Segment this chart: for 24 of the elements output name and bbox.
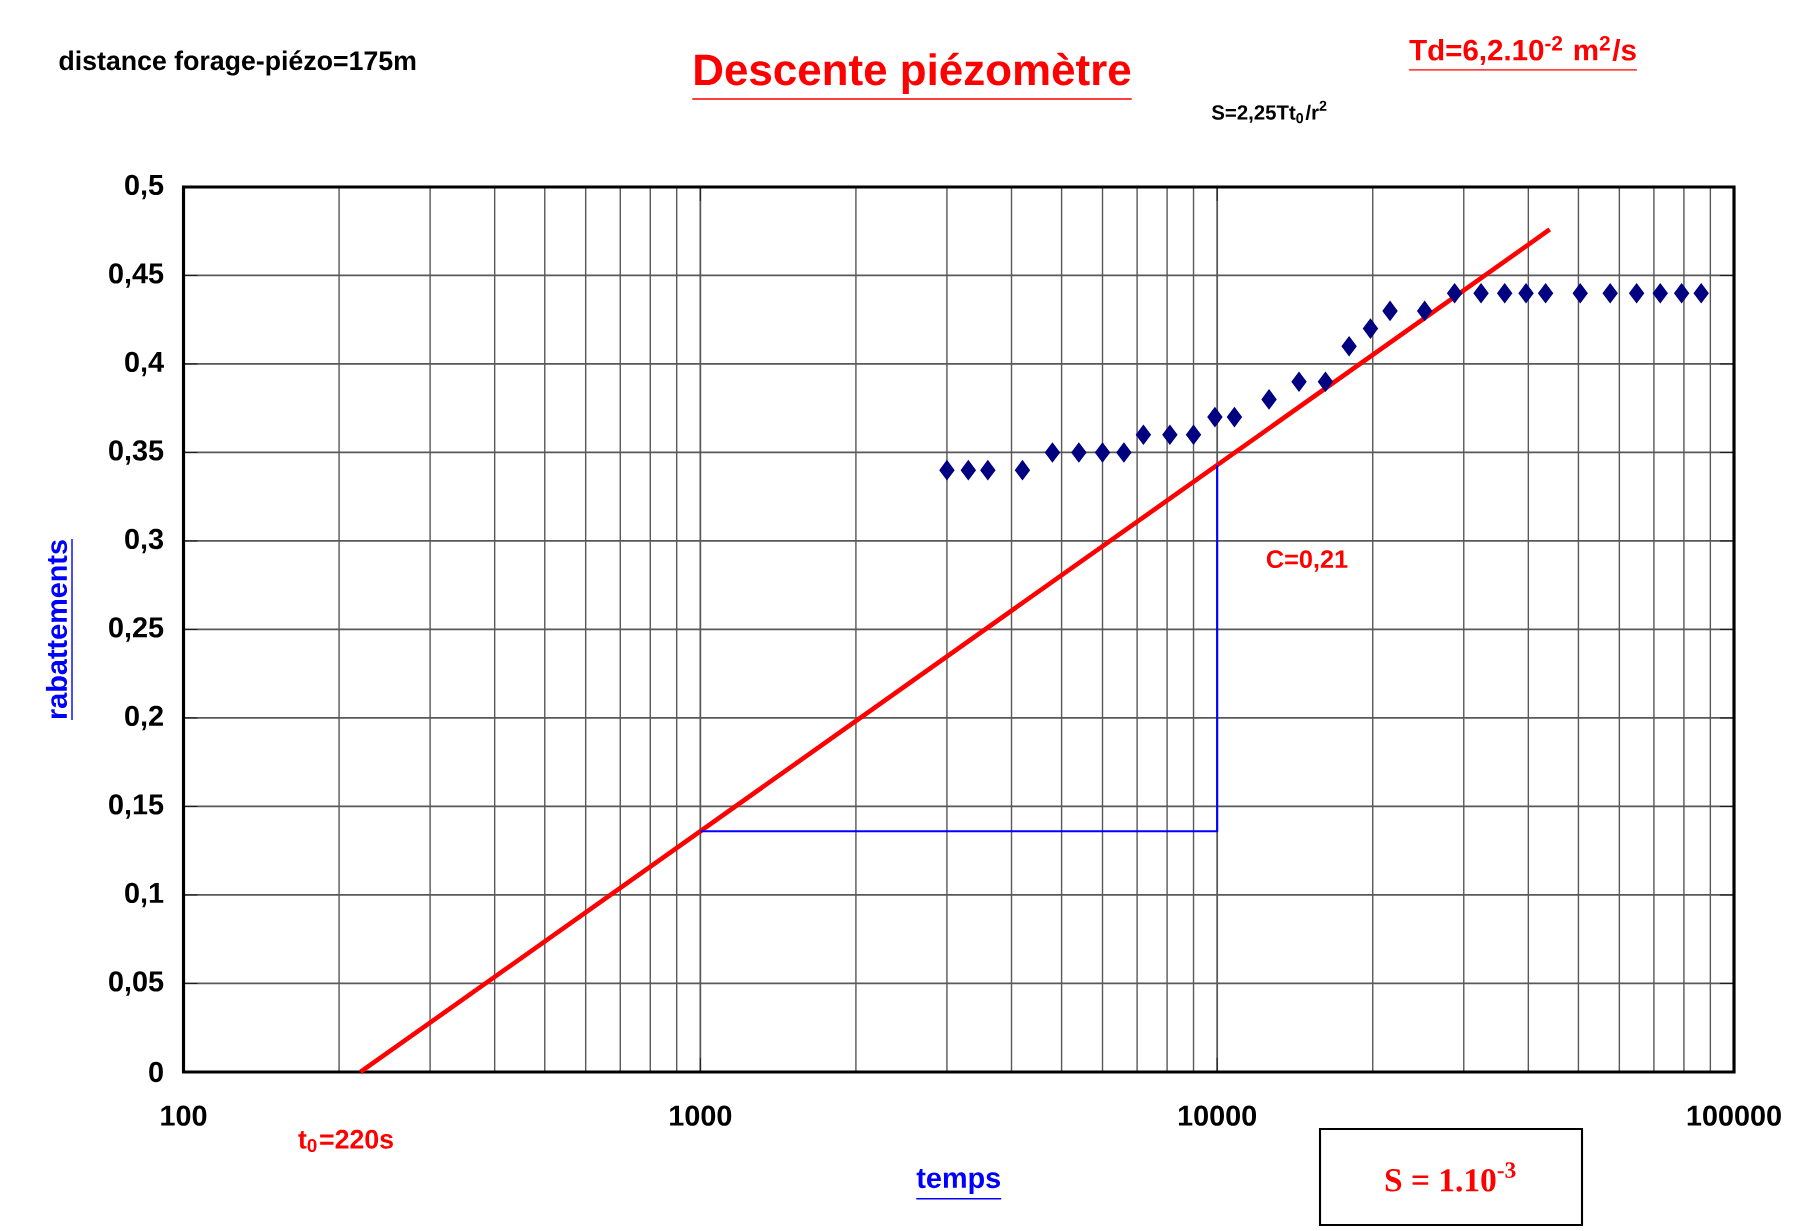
x-tick-label: 100000 xyxy=(1687,1105,1781,1126)
y-tick-label: 0,3 xyxy=(125,528,164,554)
text: distance forage-piézo=175m xyxy=(59,50,416,76)
y-axis-title: rabattements xyxy=(45,540,68,719)
y-tick-label: 0,25 xyxy=(109,617,164,642)
text: t$_{0}$=220s xyxy=(298,1129,393,1153)
x-tick-label: 1000 xyxy=(670,1105,732,1126)
y-tick-label: 0,1 xyxy=(125,882,164,908)
text: Td=6,2.10$^{-2}$ m$^{2}$/s xyxy=(1409,35,1636,65)
y-tick-label: 0 xyxy=(149,1061,163,1083)
x-axis-title: temps xyxy=(916,1169,1000,1194)
y-tick-label: 0,5 xyxy=(125,174,164,200)
chart-title: Descente piézomètre xyxy=(695,52,1131,95)
y-tick-label: 0,45 xyxy=(109,263,164,288)
annotation: C=0,21 xyxy=(1266,550,1348,572)
text: S = 1.10$^{-3}$ xyxy=(1385,1162,1516,1192)
y-tick-label: 0,05 xyxy=(109,971,164,996)
y-tick-label: 0,4 xyxy=(125,351,164,377)
text: S=2,25Tt$_{0}$/r$^{2}$ xyxy=(1211,100,1327,124)
y-tick-label: 0,2 xyxy=(125,705,163,731)
x-tick-label: 100 xyxy=(161,1105,207,1126)
y-tick-label: 0,35 xyxy=(109,440,164,465)
x-tick-label: 10000 xyxy=(1178,1105,1257,1126)
y-tick-label: 0,15 xyxy=(109,794,164,819)
